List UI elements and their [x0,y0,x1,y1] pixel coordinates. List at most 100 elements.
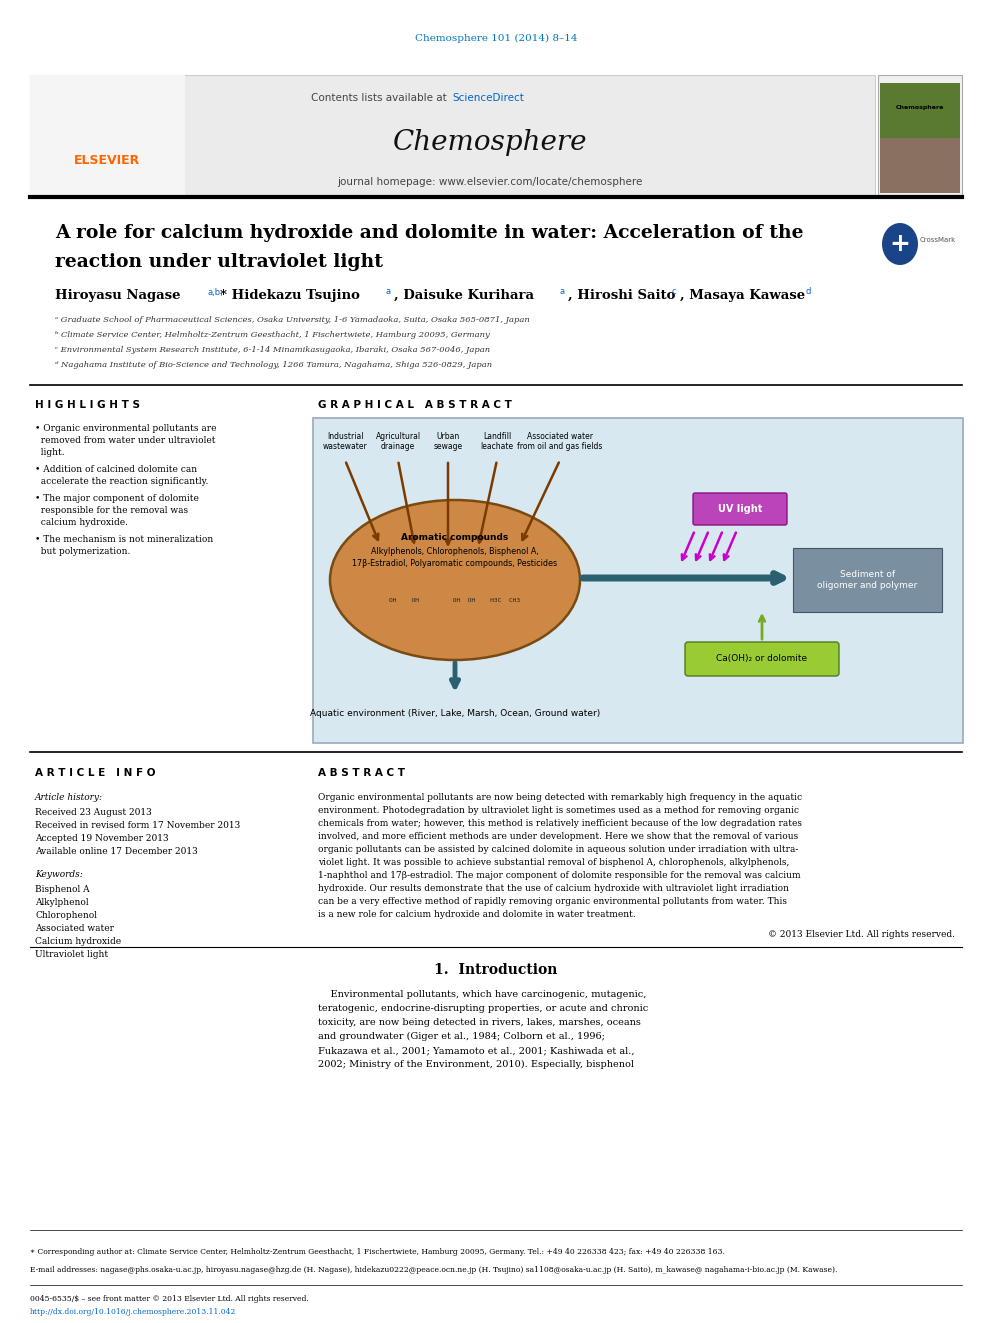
Text: A B S T R A C T: A B S T R A C T [318,767,405,778]
Text: 1-naphthol and 17β-estradiol. The major component of dolomite responsible for th: 1-naphthol and 17β-estradiol. The major … [318,871,801,880]
Bar [313,418,963,744]
Text: calcium hydroxide.: calcium hydroxide. [35,519,128,527]
Text: drainage: drainage [381,442,415,451]
FancyBboxPatch shape [685,642,839,676]
Text: 2002; Ministry of the Environment, 2010). Especially, bisphenol: 2002; Ministry of the Environment, 2010)… [318,1060,634,1069]
Text: journal homepage: www.elsevier.com/locate/chemosphere: journal homepage: www.elsevier.com/locat… [337,177,643,187]
FancyBboxPatch shape [793,548,942,613]
FancyBboxPatch shape [693,493,787,525]
Text: Ultraviolet light: Ultraviolet light [35,950,108,959]
Text: ELSEVIER: ELSEVIER [73,153,140,167]
Text: Ca(OH)₂ or dolomite: Ca(OH)₂ or dolomite [716,655,807,664]
Bar [30,75,875,194]
Text: ᶜ Environmental System Research Institute, 6-1-14 Minamikasugaoka, Ibaraki, Osak: ᶜ Environmental System Research Institut… [55,347,490,355]
Bar [30,75,185,194]
Text: a,b,: a,b, [207,287,223,296]
Text: Available online 17 December 2013: Available online 17 December 2013 [35,847,197,856]
Text: Organic environmental pollutants are now being detected with remarkably high fre: Organic environmental pollutants are now… [318,792,803,802]
Text: sewage: sewage [434,442,462,451]
Text: and groundwater (Giger et al., 1984; Colborn et al., 1996;: and groundwater (Giger et al., 1984; Col… [318,1032,605,1041]
Text: Associated water: Associated water [35,923,114,933]
Text: ᵃ Graduate School of Pharmaceutical Sciences, Osaka University, 1-6 Yamadaoka, S: ᵃ Graduate School of Pharmaceutical Scie… [55,316,530,324]
Text: light.: light. [35,448,64,456]
Text: Keywords:: Keywords: [35,871,82,878]
Text: violet light. It was possible to achieve substantial removal of bisphenol A, chl: violet light. It was possible to achieve… [318,859,790,867]
Text: • The major component of dolomite: • The major component of dolomite [35,493,198,503]
Text: Agricultural: Agricultural [375,433,421,441]
Text: • The mechanism is not mineralization: • The mechanism is not mineralization [35,534,213,544]
Text: accelerate the reaction significantly.: accelerate the reaction significantly. [35,478,208,486]
Text: Sediment of
oligomer and polymer: Sediment of oligomer and polymer [817,570,918,590]
Ellipse shape [882,224,918,265]
Text: , Daisuke Kurihara: , Daisuke Kurihara [394,288,534,302]
Text: 17β-Estradiol, Polyaromatic compounds, Pesticides: 17β-Estradiol, Polyaromatic compounds, P… [352,560,558,569]
Text: Accepted 19 November 2013: Accepted 19 November 2013 [35,833,169,843]
Text: reaction under ultraviolet light: reaction under ultraviolet light [55,253,383,271]
Text: Chlorophenol: Chlorophenol [35,912,97,919]
Text: © 2013 Elsevier Ltd. All rights reserved.: © 2013 Elsevier Ltd. All rights reserved… [768,930,955,939]
Text: a: a [385,287,390,296]
Text: Received 23 August 2013: Received 23 August 2013 [35,808,152,818]
Text: Chemosphere: Chemosphere [393,130,587,156]
Text: http://dx.doi.org/10.1016/j.chemosphere.2013.11.042: http://dx.doi.org/10.1016/j.chemosphere.… [30,1308,236,1316]
Text: hydroxide. Our results demonstrate that the use of calcium hydroxide with ultrav: hydroxide. Our results demonstrate that … [318,884,789,893]
Text: • Organic environmental pollutants are: • Organic environmental pollutants are [35,423,216,433]
Text: Calcium hydroxide: Calcium hydroxide [35,937,121,946]
Text: H I G H L I G H T S: H I G H L I G H T S [35,400,140,410]
Text: d: d [805,287,810,296]
Text: 1.  Introduction: 1. Introduction [434,963,558,976]
Text: UV light: UV light [718,504,762,515]
Text: 0045-6535/$ – see front matter © 2013 Elsevier Ltd. All rights reserved.: 0045-6535/$ – see front matter © 2013 El… [30,1295,309,1303]
Text: Chemosphere 101 (2014) 8–14: Chemosphere 101 (2014) 8–14 [415,33,577,42]
Text: G R A P H I C A L   A B S T R A C T: G R A P H I C A L A B S T R A C T [318,400,512,410]
Text: ScienceDirect: ScienceDirect [452,93,524,103]
Text: responsible for the removal was: responsible for the removal was [35,505,188,515]
Text: Contents lists available at: Contents lists available at [311,93,450,103]
Text: ∗ Corresponding author at: Climate Service Center, Helmholtz-Zentrum Geesthacht,: ∗ Corresponding author at: Climate Servi… [30,1248,725,1256]
Text: Fukazawa et al., 2001; Yamamoto et al., 2001; Kashiwada et al.,: Fukazawa et al., 2001; Yamamoto et al., … [318,1046,635,1054]
Text: is a new role for calcium hydroxide and dolomite in water treatment.: is a new role for calcium hydroxide and … [318,910,636,919]
Text: Bisphenol A: Bisphenol A [35,885,89,894]
Text: Article history:: Article history: [35,792,103,802]
Text: , Masaya Kawase: , Masaya Kawase [680,288,806,302]
Text: but polymerization.: but polymerization. [35,546,130,556]
Text: involved, and more efficient methods are under development. Here we show that th: involved, and more efficient methods are… [318,832,799,841]
Text: chemicals from water; however, this method is relatively inefficient because of : chemicals from water; however, this meth… [318,819,802,828]
Text: OH    OH         OH  OH    H3C  CH3: OH OH OH OH H3C CH3 [390,598,521,602]
Text: Landfill: Landfill [483,433,511,441]
Text: Received in revised form 17 November 2013: Received in revised form 17 November 201… [35,822,240,830]
Text: from oil and gas fields: from oil and gas fields [517,442,603,451]
Text: * Hidekazu Tsujino: * Hidekazu Tsujino [220,288,360,302]
Bar [878,75,962,194]
Text: Aquatic environment (River, Lake, Marsh, Ocean, Ground water): Aquatic environment (River, Lake, Marsh,… [310,709,600,717]
Bar [880,138,960,193]
Text: Environmental pollutants, which have carcinogenic, mutagenic,: Environmental pollutants, which have car… [318,990,647,999]
Text: can be a very effective method of rapidly removing organic environmental polluta: can be a very effective method of rapidl… [318,897,787,906]
Text: toxicity, are now being detected in rivers, lakes, marshes, oceans: toxicity, are now being detected in rive… [318,1017,641,1027]
Text: CrossMark: CrossMark [920,237,956,243]
Text: A role for calcium hydroxide and dolomite in water: Acceleration of the: A role for calcium hydroxide and dolomit… [55,224,804,242]
Text: A R T I C L E   I N F O: A R T I C L E I N F O [35,767,156,778]
Text: teratogenic, endocrine-disrupting properties, or acute and chronic: teratogenic, endocrine-disrupting proper… [318,1004,648,1013]
Text: • Addition of calcined dolomite can: • Addition of calcined dolomite can [35,464,197,474]
Text: Associated water: Associated water [527,433,593,441]
Text: environment. Photodegradation by ultraviolet light is sometimes used as a method: environment. Photodegradation by ultravi… [318,806,799,815]
Text: E-mail addresses: nagase@phs.osaka-u.ac.jp, hiroyasu.nagase@hzg.de (H. Nagase), : E-mail addresses: nagase@phs.osaka-u.ac.… [30,1266,837,1274]
Text: Hiroyasu Nagase: Hiroyasu Nagase [55,288,181,302]
Text: a: a [560,287,565,296]
Text: , Hiroshi Saito: , Hiroshi Saito [568,288,676,302]
Text: Urban: Urban [436,433,459,441]
Text: Industrial: Industrial [326,433,363,441]
Text: ᵇ Climate Service Center, Helmholtz-Zentrum Geesthacht, 1 Fischertwiete, Hamburg: ᵇ Climate Service Center, Helmholtz-Zent… [55,331,490,339]
Text: Alkylphenols, Chlorophenols, Bisphenol A,: Alkylphenols, Chlorophenols, Bisphenol A… [371,548,539,557]
Text: ᵈ Nagahama Institute of Bio-Science and Technology, 1266 Tamura, Nagahama, Shiga: ᵈ Nagahama Institute of Bio-Science and … [55,361,492,369]
Ellipse shape [330,500,580,660]
Text: Chemosphere: Chemosphere [896,106,944,111]
Text: organic pollutants can be assisted by calcined dolomite in aqueous solution unde: organic pollutants can be assisted by ca… [318,845,799,855]
Text: wastewater: wastewater [322,442,367,451]
Bar [880,83,960,138]
Text: Alkylphenol: Alkylphenol [35,898,88,908]
Text: +: + [890,232,911,255]
Text: Aromatic compounds: Aromatic compounds [402,532,509,541]
Text: leachate: leachate [480,442,514,451]
